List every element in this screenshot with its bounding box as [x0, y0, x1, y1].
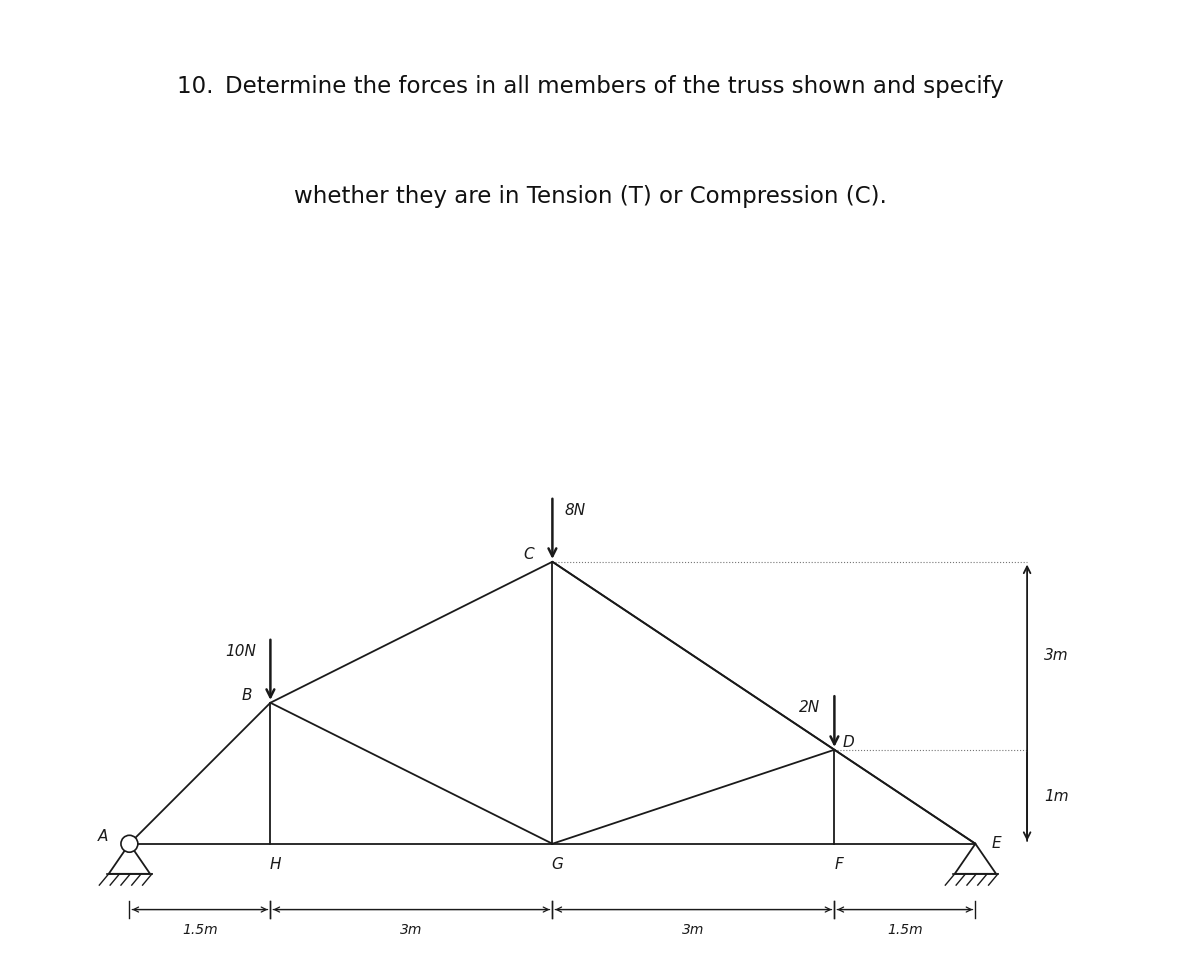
Text: 2N: 2N	[799, 700, 820, 715]
Text: C: C	[524, 547, 535, 562]
Circle shape	[120, 835, 138, 853]
Text: 3m: 3m	[400, 923, 422, 937]
Text: F: F	[834, 857, 844, 872]
Text: 8N: 8N	[564, 503, 585, 517]
Text: 10N: 10N	[225, 644, 256, 659]
Text: 3m: 3m	[1044, 648, 1069, 663]
Text: D: D	[843, 735, 854, 750]
Text: 1.5m: 1.5m	[182, 923, 218, 937]
Text: 1m: 1m	[1044, 789, 1069, 805]
Text: E: E	[991, 836, 1001, 852]
Text: H: H	[269, 857, 281, 872]
Text: whether they are in Tension (T) or Compression (C).: whether they are in Tension (T) or Compr…	[294, 184, 886, 208]
Text: 3m: 3m	[682, 923, 704, 937]
Text: 1.5m: 1.5m	[887, 923, 923, 937]
Text: B: B	[242, 688, 253, 703]
Text: G: G	[551, 857, 563, 872]
Text: 10. Determine the forces in all members of the truss shown and specify: 10. Determine the forces in all members …	[177, 74, 1003, 98]
Text: A: A	[98, 829, 109, 844]
